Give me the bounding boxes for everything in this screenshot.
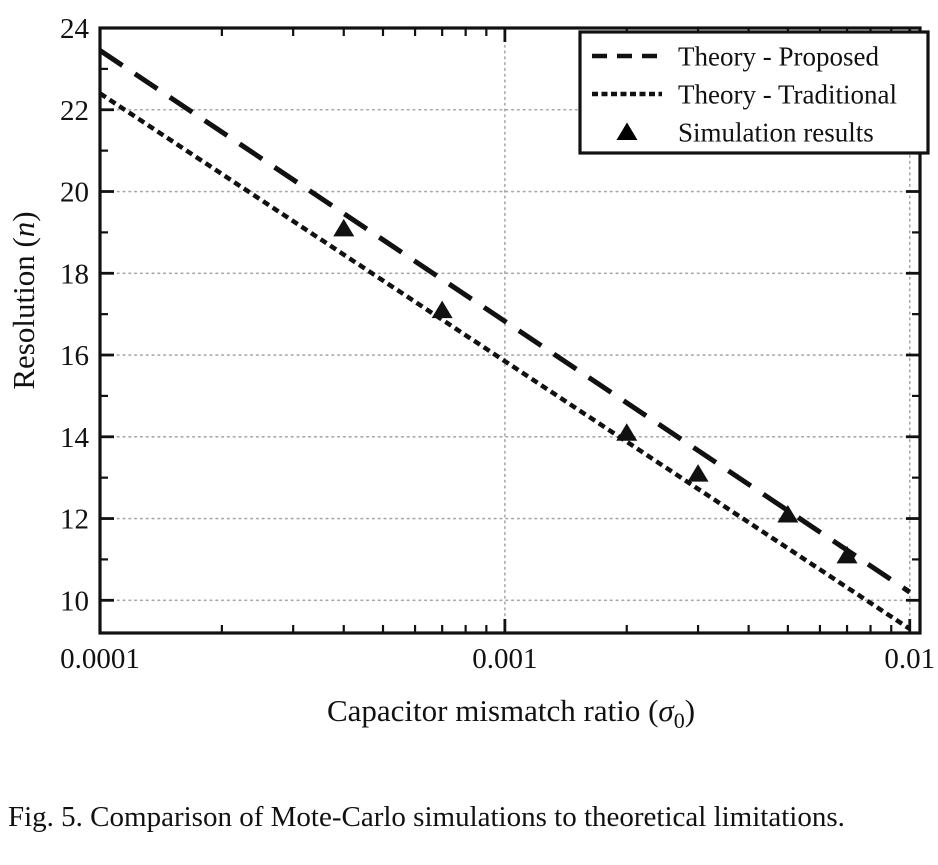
y-tick-label: 14	[60, 422, 90, 454]
legend-entry: Theory - Traditional	[592, 80, 897, 110]
x-tick-label: 0.01	[884, 643, 935, 675]
legend-triangle-icon	[616, 122, 638, 140]
x-tick-label: 0.001	[472, 643, 537, 675]
legend: Theory - Proposed Theory - Traditional Sim…	[578, 30, 930, 155]
resolution-vs-mismatch-chart: 0.0001 0.001 0.01 10 12 14 16 18 20 22 24 Capacitor…	[6, 13, 935, 733]
y-tick-label: 24	[60, 13, 90, 45]
legend-entry: Theory - Proposed	[592, 42, 879, 72]
triangle-marker-icon	[777, 505, 799, 523]
legend-label: Theory - Proposed	[678, 42, 879, 72]
y-axis-label: Resolution (n)	[6, 211, 41, 389]
y-tick-label: 12	[60, 504, 89, 536]
y-tick-label: 20	[60, 177, 89, 209]
simulation-markers	[333, 218, 858, 564]
y-tick-label: 16	[60, 340, 89, 372]
theory-line-traditional	[100, 91, 911, 631]
triangle-marker-icon	[333, 218, 355, 237]
y-tick-label: 10	[60, 585, 89, 617]
triangle-marker-icon	[616, 423, 638, 441]
y-tick-label: 22	[60, 95, 89, 127]
figure-caption: Fig. 5. Comparison of Mote-Carlo simulat…	[8, 801, 845, 833]
x-axis-label: Capacitor mismatch ratio (σ0)	[327, 693, 695, 733]
legend-box	[578, 30, 930, 155]
tick-labels: 0.0001 0.001 0.01 10 12 14 16 18 20 22 24	[60, 13, 935, 675]
axis-frame	[98, 26, 922, 635]
legend-label: Theory - Traditional	[678, 80, 897, 110]
legend-entry: Simulation results	[616, 118, 874, 148]
y-tick-label: 18	[60, 258, 89, 290]
x-tick-label: 0.0001	[60, 643, 140, 675]
triangle-marker-icon	[431, 300, 453, 319]
triangle-marker-icon	[836, 545, 858, 564]
triangle-marker-icon	[687, 464, 709, 482]
legend-label: Simulation results	[678, 118, 874, 148]
theory-line-proposed	[100, 48, 912, 595]
